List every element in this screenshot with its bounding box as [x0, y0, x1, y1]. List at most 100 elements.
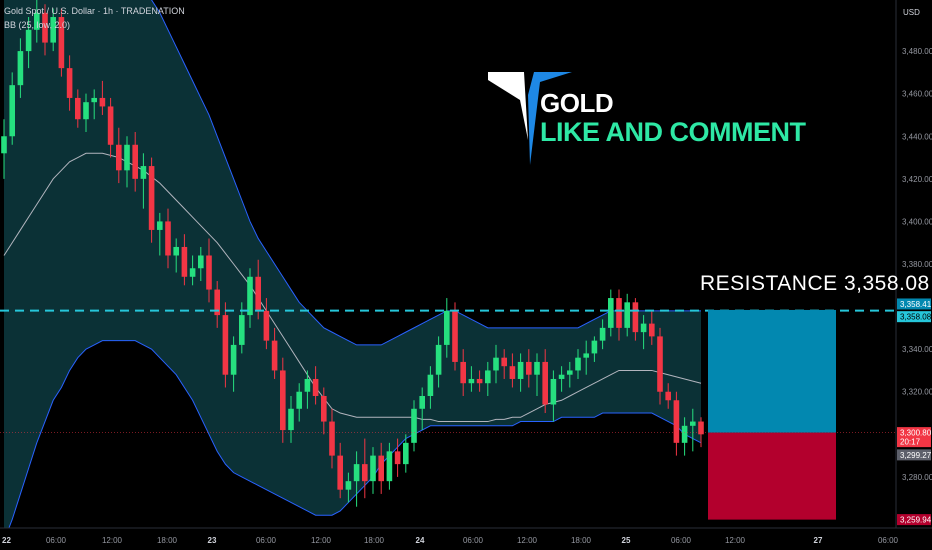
- candle-body: [534, 361, 540, 375]
- stop-price-tag[interactable]: 3,259.94: [900, 516, 932, 525]
- countdown-tag[interactable]: 20:17: [900, 438, 921, 447]
- candle-body: [222, 315, 229, 375]
- time-tick-label: 12:00: [517, 536, 538, 545]
- symbol-header[interactable]: Gold Spot / U.S. Dollar · 1h · TRADENATI…: [4, 6, 185, 16]
- candle-body: [624, 302, 630, 328]
- candle-body: [34, 12, 40, 30]
- candle-body: [25, 29, 32, 52]
- candle-body: [427, 374, 434, 396]
- candle-body: [91, 97, 97, 103]
- time-tick-label: 23: [208, 536, 217, 545]
- candle-body: [526, 361, 532, 375]
- time-tick-label: 24: [416, 536, 425, 545]
- current-price-tag-bg: [897, 427, 931, 439]
- candle-body: [107, 106, 114, 145]
- candle-body: [649, 323, 655, 337]
- candle-body: [575, 357, 581, 371]
- time-axis-bg: [0, 528, 932, 550]
- time-tick-label: 06:00: [463, 536, 484, 545]
- candle-body: [288, 408, 294, 431]
- candle-body: [239, 315, 245, 345]
- candle-body: [435, 344, 442, 375]
- price-tick-label: 3,460.00: [902, 90, 932, 99]
- candle-body: [394, 451, 401, 465]
- top-band-price-tag-bg: [897, 298, 931, 310]
- time-tick-label: 25: [622, 536, 631, 545]
- time-tick-label: 18:00: [364, 536, 385, 545]
- candle-body: [583, 353, 589, 358]
- candlestick-series: [1, 0, 704, 507]
- currency-label[interactable]: USD: [903, 8, 920, 17]
- candle-body: [247, 276, 253, 316]
- time-axis[interactable]: 22 06:00 12:00 18:00 23 06:00 12:00 18:00 24 06:0…: [0, 527, 932, 550]
- candle-body: [558, 374, 565, 379]
- candle-body: [214, 289, 220, 316]
- candle-body: [608, 298, 614, 328]
- candle-body: [345, 481, 352, 490]
- current-price-tag[interactable]: 3,300.80: [900, 429, 932, 438]
- candle-body: [206, 255, 212, 290]
- candle-body: [165, 221, 171, 256]
- candle-body: [378, 455, 384, 482]
- candle-body: [509, 366, 516, 379]
- candle-body: [386, 451, 393, 482]
- stop-loss-zone[interactable]: [708, 432, 836, 520]
- countdown-tag-bg: [897, 436, 931, 448]
- candle-body: [673, 400, 680, 443]
- candle-body: [690, 421, 696, 426]
- candle-body: [452, 310, 458, 362]
- candle-body: [411, 408, 417, 443]
- candle-body: [17, 51, 24, 86]
- bb-fill: [4, 0, 701, 541]
- candle-body: [116, 144, 122, 171]
- candle-body: [304, 378, 311, 392]
- candle-body: [501, 357, 507, 367]
- bollinger-bands: [3, 0, 702, 541]
- candle-body: [312, 378, 319, 396]
- price-tick-label: 3,340.00: [902, 345, 932, 354]
- take-profit-zone[interactable]: [708, 309, 836, 433]
- candle-body: [296, 391, 302, 409]
- time-tick-label: 18:00: [571, 536, 592, 545]
- candle-body: [444, 310, 450, 345]
- time-tick-label: 06:00: [671, 536, 692, 545]
- candle-body: [329, 421, 335, 456]
- candle-body: [1, 136, 7, 154]
- price-tick-label: 3,380.00: [902, 260, 932, 269]
- bb-lower-price-tag[interactable]: 3,299.27: [900, 451, 932, 460]
- time-tick-label: 12:00: [311, 536, 332, 545]
- candle-body: [230, 344, 237, 375]
- time-tick-label: 06:00: [46, 536, 67, 545]
- candle-body: [58, 17, 65, 69]
- overlay-title: GOLD: [540, 88, 614, 118]
- price-tick-label: 3,480.00: [902, 47, 932, 56]
- candle-body: [148, 166, 155, 230]
- top-band-price-tag[interactable]: 3,358.41: [900, 300, 932, 309]
- candle-body: [255, 276, 261, 311]
- resistance-price-tag[interactable]: 3,358.08: [900, 313, 932, 322]
- candle-body: [370, 455, 376, 482]
- price-tick-label: 3,440.00: [902, 132, 932, 141]
- price-tick-label: 3,320.00: [902, 388, 932, 397]
- candle-body: [460, 361, 466, 384]
- candle-body: [321, 396, 327, 422]
- candle-body: [567, 370, 573, 375]
- price-axis[interactable]: USD 3,480.00 3,460.00 3,440.00 3,420.00 3,400…: [895, 0, 932, 550]
- candle-body: [198, 255, 204, 269]
- candle-body: [419, 396, 425, 409]
- time-tick-label: 22: [2, 536, 11, 545]
- candle-body: [99, 97, 106, 107]
- candle-body: [337, 455, 343, 490]
- candle-body: [181, 246, 188, 277]
- price-tick-label: 3,420.00: [902, 175, 932, 184]
- time-tick-label: 06:00: [878, 536, 899, 545]
- long-position-tool[interactable]: [708, 309, 836, 520]
- bb-upper-line: [151, 0, 701, 346]
- indicator-legend[interactable]: BB (25, low, 2.0): [4, 20, 71, 30]
- candle-body: [485, 370, 491, 384]
- candle-body: [189, 268, 196, 277]
- resistance-price-tag-bg: [897, 311, 931, 323]
- time-tick-label: 27: [814, 536, 823, 545]
- candle-body: [591, 340, 598, 354]
